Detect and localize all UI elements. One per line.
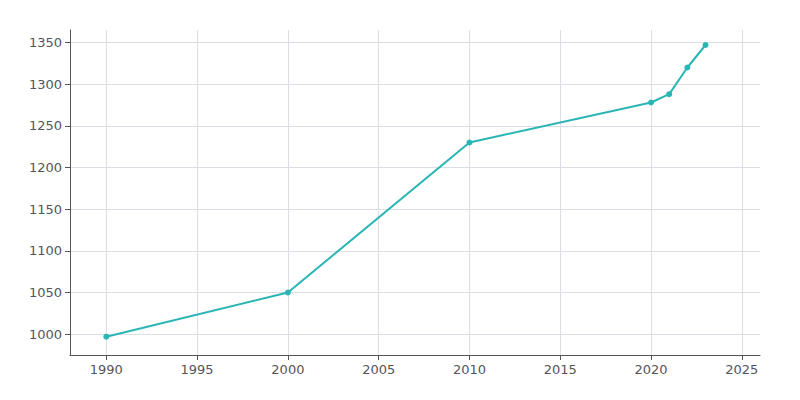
svg-text:1995: 1995: [181, 362, 214, 377]
svg-text:2015: 2015: [544, 362, 577, 377]
svg-text:1350: 1350: [29, 35, 62, 50]
svg-text:1000: 1000: [29, 327, 62, 342]
svg-text:1200: 1200: [29, 160, 62, 175]
svg-text:1100: 1100: [29, 243, 62, 258]
svg-text:2020: 2020: [635, 362, 668, 377]
svg-text:2010: 2010: [453, 362, 486, 377]
svg-text:1300: 1300: [29, 77, 62, 92]
svg-text:1990: 1990: [90, 362, 123, 377]
svg-text:1150: 1150: [29, 202, 62, 217]
svg-text:2025: 2025: [725, 362, 758, 377]
svg-text:1050: 1050: [29, 285, 62, 300]
svg-text:2005: 2005: [362, 362, 395, 377]
svg-text:2000: 2000: [271, 362, 304, 377]
svg-text:1250: 1250: [29, 118, 62, 133]
